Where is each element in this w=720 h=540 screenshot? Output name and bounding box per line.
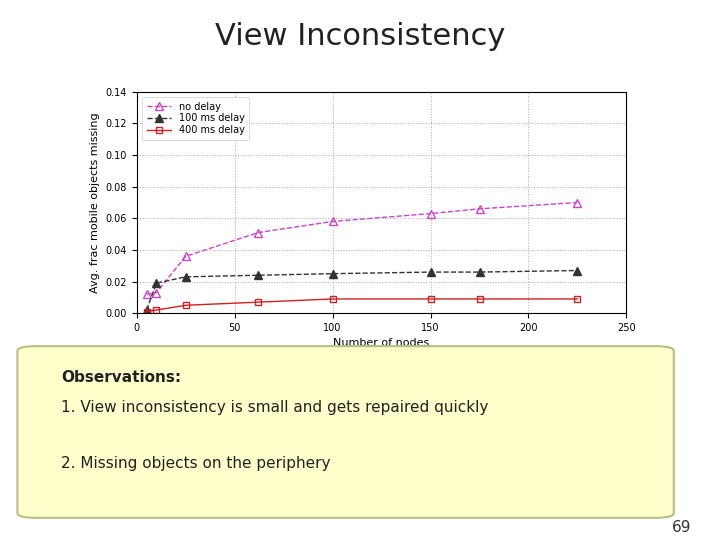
100 ms delay bbox=[254, 272, 263, 279]
X-axis label: Number of nodes: Number of nodes bbox=[333, 339, 430, 348]
Text: 69: 69 bbox=[672, 519, 691, 535]
100 ms delay bbox=[573, 267, 582, 274]
FancyBboxPatch shape bbox=[17, 346, 674, 518]
400 ms delay bbox=[181, 302, 190, 308]
100 ms delay bbox=[181, 274, 190, 280]
no delay bbox=[573, 199, 582, 206]
Text: 1. View inconsistency is small and gets repaired quickly: 1. View inconsistency is small and gets … bbox=[60, 400, 488, 415]
Text: Observations:: Observations: bbox=[60, 370, 181, 386]
400 ms delay bbox=[328, 296, 337, 302]
Text: View Inconsistency: View Inconsistency bbox=[215, 22, 505, 51]
Line: no delay: no delay bbox=[143, 198, 582, 299]
100 ms delay bbox=[152, 280, 161, 286]
400 ms delay bbox=[254, 299, 263, 306]
Y-axis label: Avg. frac mobile objects missing: Avg. frac mobile objects missing bbox=[90, 112, 100, 293]
Line: 400 ms delay: 400 ms delay bbox=[143, 295, 581, 315]
100 ms delay bbox=[328, 271, 337, 277]
no delay bbox=[254, 230, 263, 236]
100 ms delay bbox=[475, 269, 484, 275]
100 ms delay bbox=[426, 269, 435, 275]
no delay bbox=[426, 211, 435, 217]
400 ms delay bbox=[475, 296, 484, 302]
400 ms delay bbox=[426, 296, 435, 302]
no delay bbox=[328, 218, 337, 225]
no delay bbox=[152, 289, 161, 296]
Text: 2. Missing objects on the periphery: 2. Missing objects on the periphery bbox=[60, 456, 330, 471]
400 ms delay bbox=[143, 308, 151, 315]
100 ms delay bbox=[143, 307, 151, 313]
no delay bbox=[143, 291, 151, 298]
no delay bbox=[181, 253, 190, 260]
Line: 100 ms delay: 100 ms delay bbox=[143, 266, 582, 314]
Legend: no delay, 100 ms delay, 400 ms delay: no delay, 100 ms delay, 400 ms delay bbox=[142, 97, 249, 140]
400 ms delay bbox=[573, 296, 582, 302]
400 ms delay bbox=[152, 307, 161, 313]
no delay bbox=[475, 206, 484, 212]
